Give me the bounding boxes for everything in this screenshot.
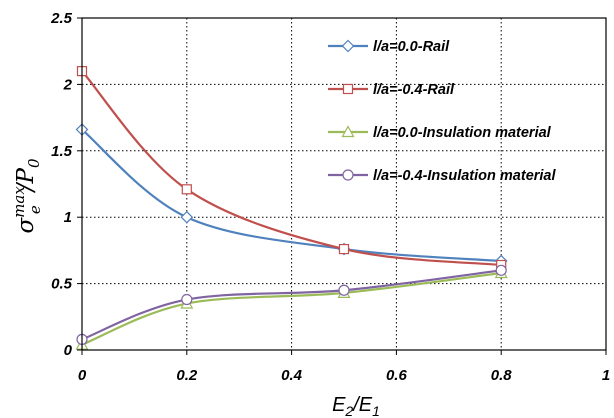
plot-frame bbox=[77, 17, 607, 355]
legend-label: l/a=-0.4-Rail bbox=[373, 82, 455, 98]
x-tick-label: 0 bbox=[78, 367, 87, 384]
series-layer bbox=[75, 66, 508, 350]
x-tick-label: 0.4 bbox=[281, 367, 303, 384]
y-tick-label: 1.5 bbox=[51, 143, 73, 160]
series-line bbox=[81, 128, 502, 263]
legend-swatch-marker bbox=[342, 169, 354, 181]
y-tick-label: 1 bbox=[64, 209, 72, 226]
y-tick-label: 0 bbox=[64, 342, 73, 359]
x-tick-label: 0.6 bbox=[386, 367, 408, 384]
legend-item: l/a=0.0-Insulation material bbox=[328, 125, 552, 141]
legend-item: l/a=-0.4-Insulation material bbox=[328, 168, 556, 184]
y-tick-label: 0.5 bbox=[51, 276, 73, 293]
legend-swatch-marker bbox=[341, 125, 355, 138]
tick-labels: 0 0.2 0.4 0.6 0.8 1 0 0.5 1 1.5 2 2.5 bbox=[50, 10, 610, 384]
series-4 bbox=[76, 264, 507, 345]
data-point bbox=[181, 184, 192, 195]
y-tick-label: 2 bbox=[63, 76, 73, 93]
legend-swatch-marker bbox=[341, 39, 355, 53]
series-line bbox=[81, 271, 502, 346]
series-3 bbox=[75, 266, 508, 350]
data-point bbox=[180, 210, 194, 224]
legend-label: l/a=-0.4-Insulation material bbox=[373, 168, 556, 184]
data-point bbox=[495, 264, 507, 276]
data-point bbox=[181, 293, 193, 306]
legend-label: l/a=0.0-Insulation material bbox=[373, 125, 552, 141]
data-point bbox=[338, 243, 350, 255]
legend-swatch-marker bbox=[342, 83, 354, 95]
legend-item: l/a=-0.4-Rail bbox=[328, 82, 455, 98]
x-axis-label: E2/E1 bbox=[332, 394, 380, 418]
gridlines bbox=[82, 18, 606, 350]
data-point bbox=[338, 284, 350, 296]
series-line bbox=[81, 269, 502, 341]
x-tick-label: 0.8 bbox=[491, 367, 513, 384]
x-tick-label: 0.2 bbox=[176, 367, 198, 384]
series-line bbox=[81, 70, 502, 267]
y-tick-label: 2.5 bbox=[50, 10, 73, 27]
legend-label: l/a=0.0-Rail bbox=[373, 39, 450, 55]
y-axis-label: σmaxe/P0 bbox=[10, 158, 44, 233]
legend-item: l/a=0.0-Rail bbox=[328, 39, 450, 55]
plot-border bbox=[81, 17, 607, 351]
x-tick-label: 1 bbox=[602, 367, 610, 384]
legend: l/a=0.0-Rail l/a=-0.4-Rail l/a=0.0-Insulat… bbox=[328, 39, 556, 184]
